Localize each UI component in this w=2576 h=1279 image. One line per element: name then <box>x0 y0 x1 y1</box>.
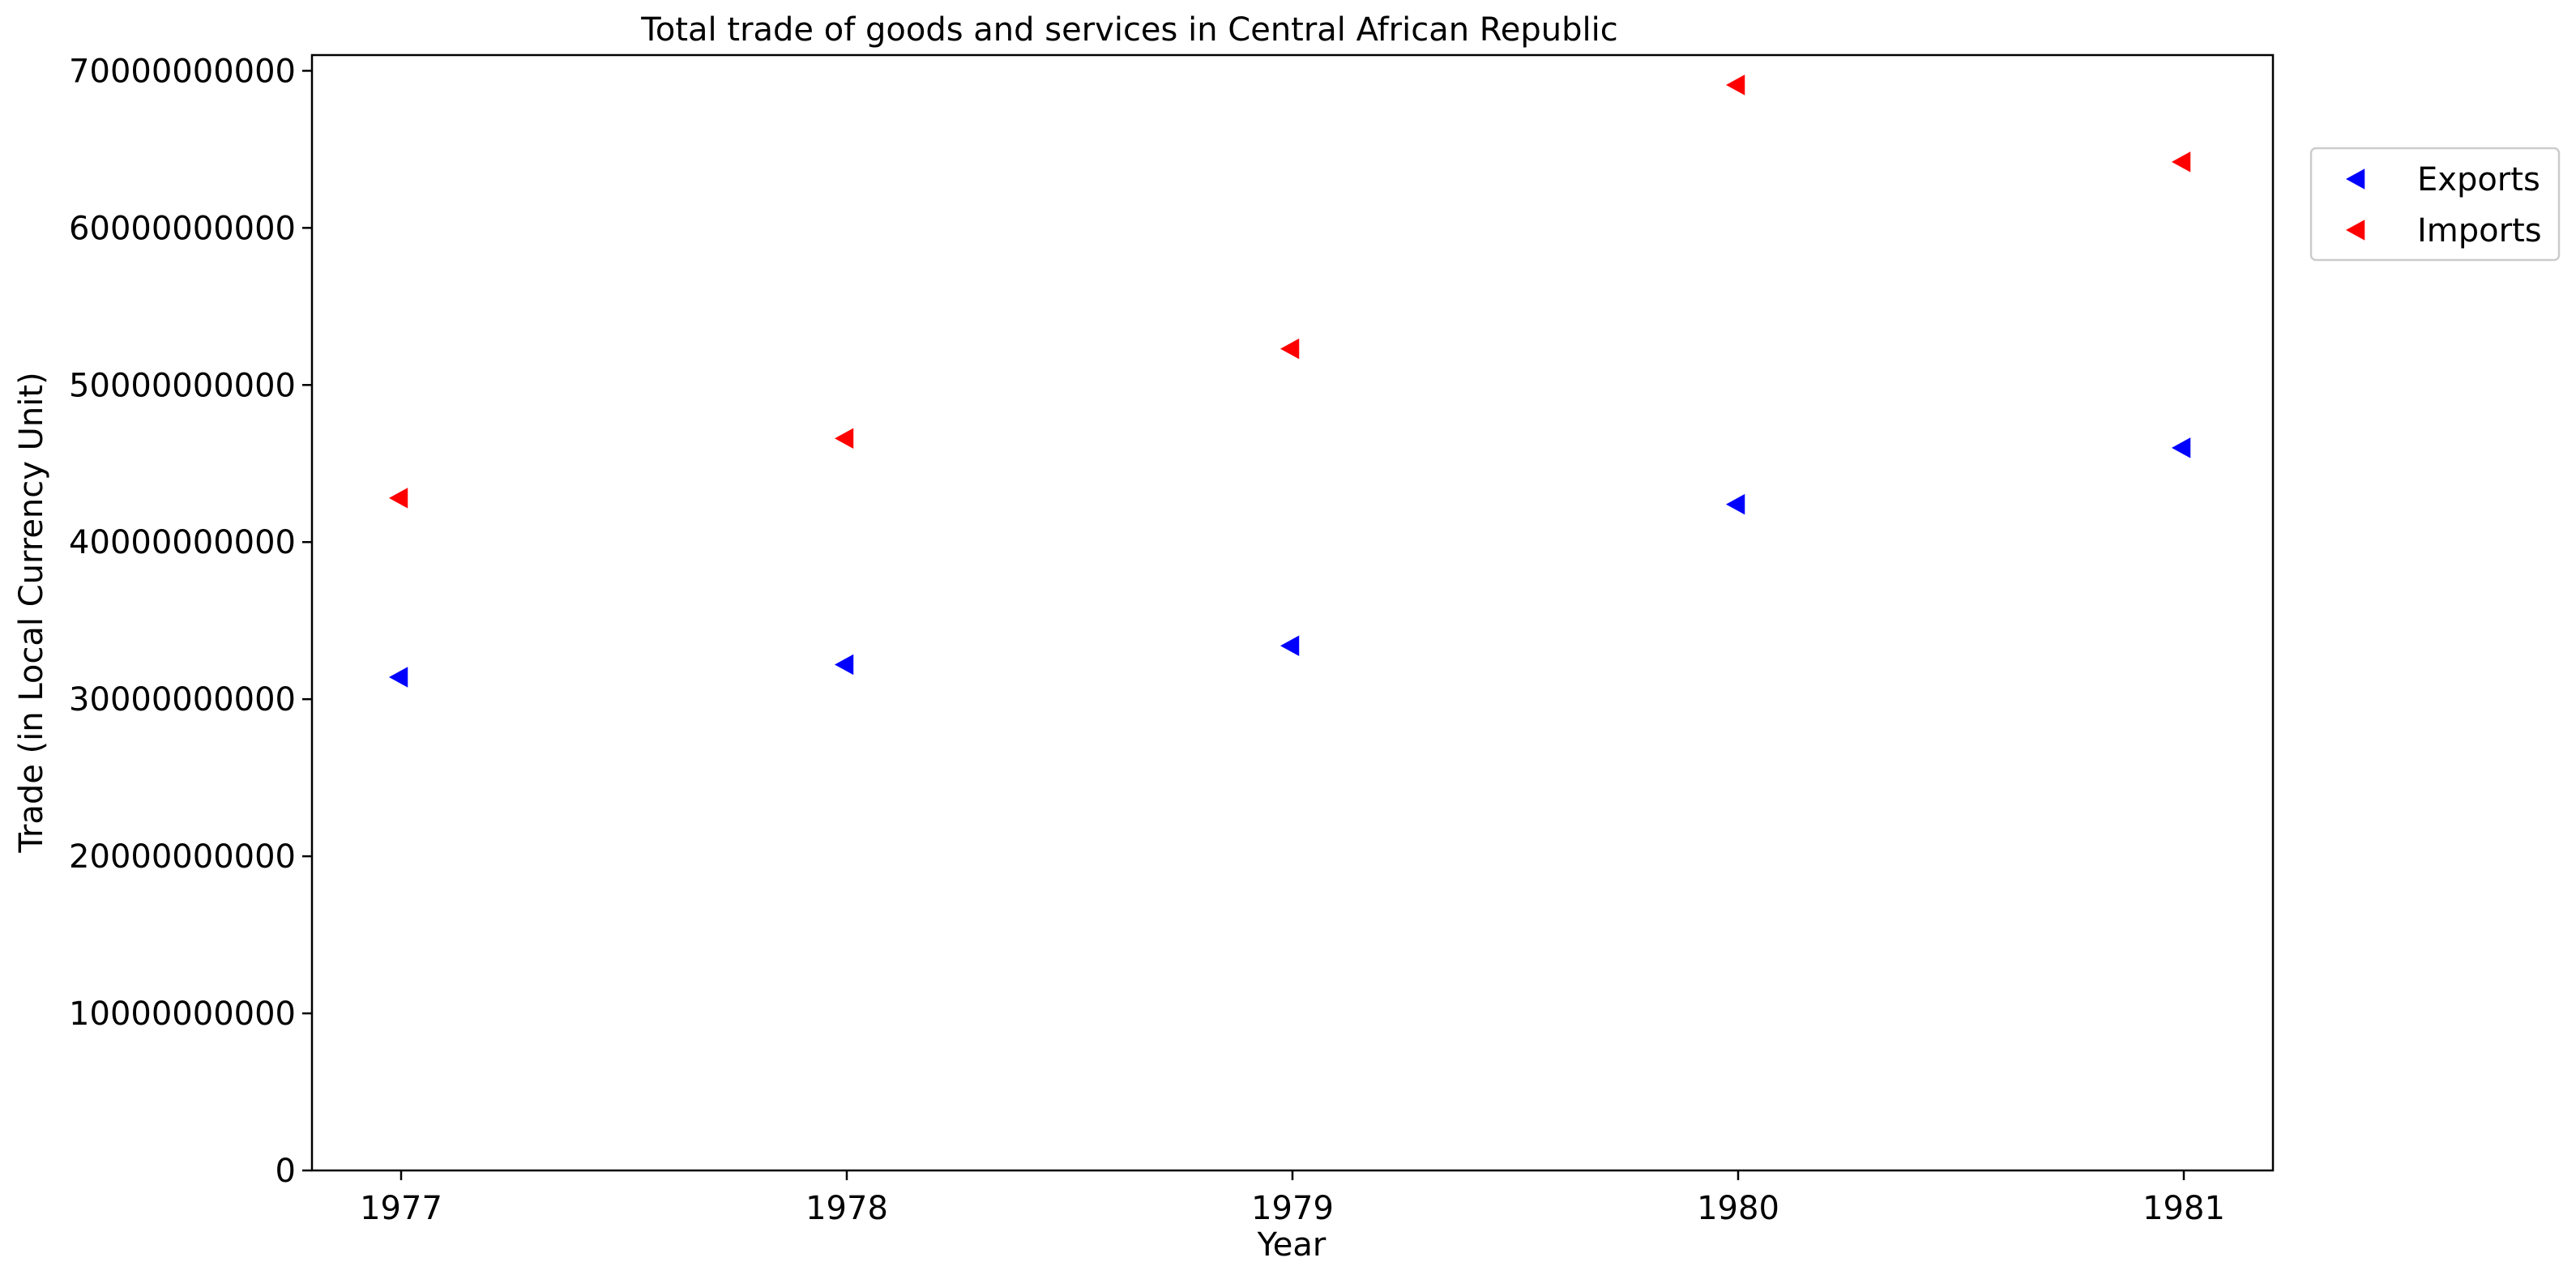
data-point-exports <box>1726 493 1745 515</box>
legend-marker-exports <box>2346 168 2365 190</box>
x-axis-label: Year <box>1257 1226 1326 1264</box>
x-tick-label: 1980 <box>1697 1190 1779 1227</box>
y-tick-label: 40000000000 <box>69 524 296 561</box>
x-tick-label: 1977 <box>360 1190 442 1227</box>
y-tick-label: 60000000000 <box>69 210 296 247</box>
legend-marker-imports <box>2346 220 2365 241</box>
x-tick-label: 1978 <box>805 1190 888 1227</box>
y-axis-label: Trade (in Local Currency Unit) <box>13 372 50 853</box>
y-tick-label: 0 <box>276 1153 296 1190</box>
legend-label-exports: Exports <box>2417 161 2540 198</box>
data-points <box>389 75 2191 688</box>
chart-title: Total trade of goods and services in Cen… <box>640 11 1618 49</box>
data-point-imports <box>1726 75 1745 96</box>
x-tick-label: 1979 <box>1251 1190 1334 1227</box>
legend: Exports Imports <box>2309 147 2561 262</box>
y-tick-label: 10000000000 <box>69 995 296 1033</box>
x-tick-label: 1981 <box>2142 1190 2225 1227</box>
data-point-exports <box>2172 437 2191 458</box>
y-tick-label: 20000000000 <box>69 838 296 876</box>
data-point-exports <box>389 667 408 688</box>
x-axis: 1977 1978 1979 1980 1981 <box>360 1170 2225 1227</box>
data-point-imports <box>1280 338 1300 360</box>
y-axis: 0 10000000000 20000000000 30000000000 400000… <box>69 53 312 1190</box>
data-point-imports <box>835 428 854 449</box>
data-point-exports <box>1280 635 1300 656</box>
legend-label-imports: Imports <box>2417 212 2542 249</box>
legend-items: Exports Imports <box>2346 161 2542 249</box>
data-point-exports <box>835 654 854 676</box>
y-tick-label: 50000000000 <box>69 367 296 404</box>
y-tick-label: 70000000000 <box>69 53 296 90</box>
y-tick-label: 30000000000 <box>69 681 296 718</box>
data-point-imports <box>389 488 408 509</box>
data-point-imports <box>2172 151 2191 173</box>
legend-box <box>2309 147 2561 262</box>
